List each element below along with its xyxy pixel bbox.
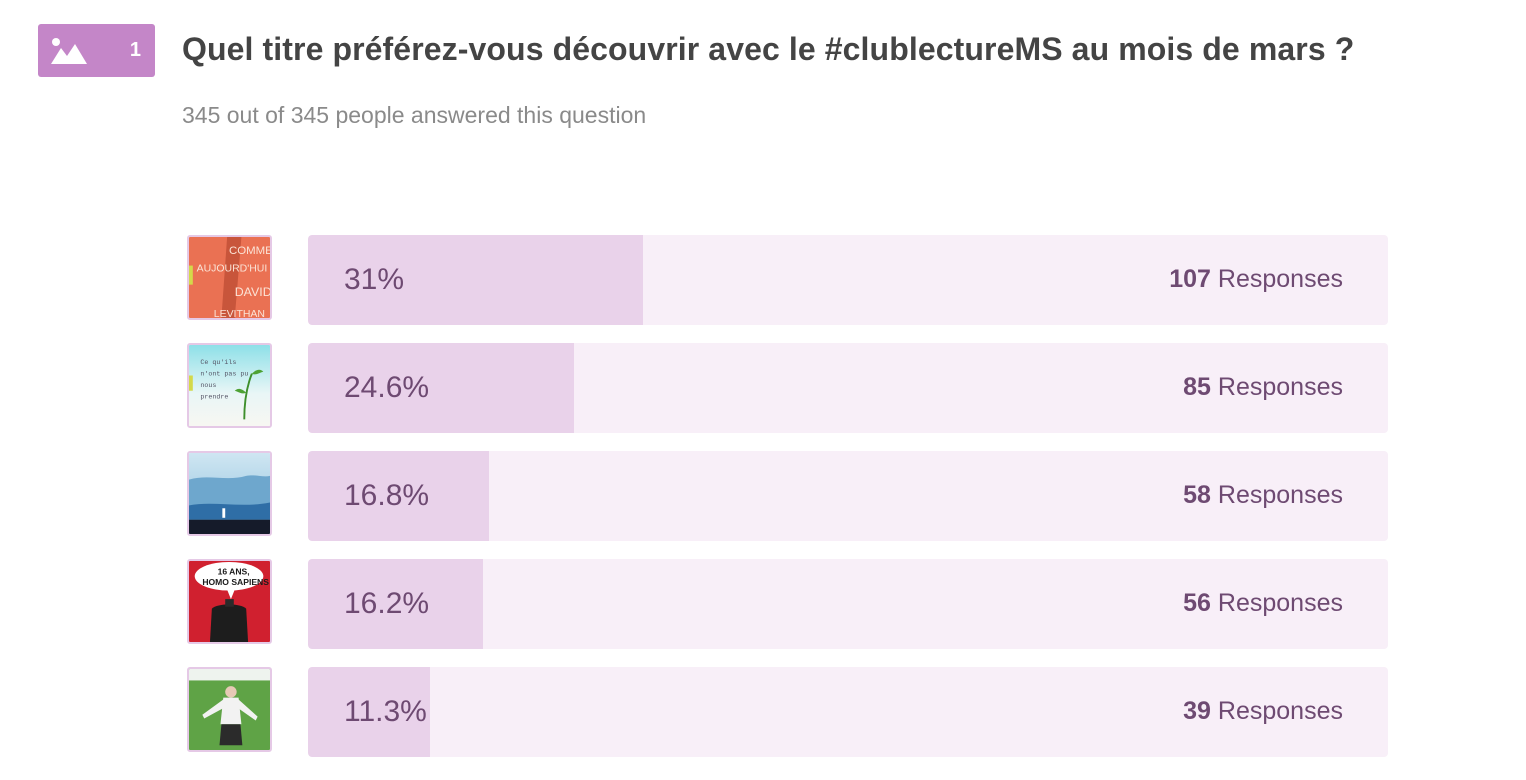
cover-2-line-3: nous xyxy=(200,382,216,390)
result-bar-track-2: 24.6% 85 Responses xyxy=(308,343,1388,433)
result-bar-fill-4 xyxy=(308,559,483,649)
result-bar-track-5: 11.3% 39 Responses xyxy=(308,667,1388,757)
result-bar-fill-1 xyxy=(308,235,643,325)
result-responses-label-5: Responses xyxy=(1210,697,1343,725)
cover-2-line-2: n'ont pas pu xyxy=(200,370,248,378)
question-badge: 1 xyxy=(38,24,155,77)
result-bar-fill-3 xyxy=(308,451,490,541)
book-cover-thumbnail-1[interactable]: COMME AUJOURD'HUI DAVID LEVITHAN xyxy=(187,235,272,320)
result-row-2: Ce qu'ils n'ont pas pu nous prendre 24.6… xyxy=(187,343,1388,433)
question-title: Quel titre préférez-vous découvrir avec … xyxy=(182,31,1355,67)
cover-4-line-2: HOMO SAPIENS xyxy=(202,577,269,587)
cover-1-line-3: DAVID xyxy=(235,285,270,299)
cover-4-line-1: 16 ANS, xyxy=(218,566,250,576)
result-row-1: COMME AUJOURD'HUI DAVID LEVITHAN 31% 107… xyxy=(187,235,1388,325)
result-responses-label-4: Responses xyxy=(1210,589,1343,617)
result-bar-fill-2 xyxy=(308,343,574,433)
answer-summary: 345 out of 345 people answered this ques… xyxy=(182,102,647,128)
result-count-2: 85 xyxy=(1183,373,1211,401)
result-responses-label-2: Responses xyxy=(1210,373,1343,401)
cover-1-line-4: LEVITHAN xyxy=(214,309,265,318)
result-percent-5: 11.3% xyxy=(344,695,427,728)
result-percent-3: 16.8% xyxy=(344,479,430,512)
book-cover-ce-quils-nont-pas-pu-nous-prendre: Ce qu'ils n'ont pas pu nous prendre xyxy=(189,345,270,426)
book-cover-thumbnail-2[interactable]: Ce qu'ils n'ont pas pu nous prendre xyxy=(187,343,272,428)
result-responses-1: 107 Responses xyxy=(1169,265,1343,294)
result-responses-3: 58 Responses xyxy=(1183,481,1343,510)
book-cover-thumbnail-5[interactable] xyxy=(187,667,272,752)
result-count-3: 58 xyxy=(1183,481,1211,509)
book-cover-16-ans-homo-sapiens: 16 ANS, HOMO SAPIENS xyxy=(189,561,270,642)
result-bar-track-1: 31% 107 Responses xyxy=(308,235,1388,325)
result-percent-2: 24.6% xyxy=(344,371,430,404)
question-number: 1 xyxy=(129,39,141,61)
results-list: COMME AUJOURD'HUI DAVID LEVITHAN 31% 107… xyxy=(187,235,1388,775)
book-cover-thumbnail-3[interactable] xyxy=(187,451,272,536)
result-count-5: 39 xyxy=(1183,697,1211,725)
result-row-5: 11.3% 39 Responses xyxy=(187,667,1388,757)
result-row-3: 16.8% 58 Responses xyxy=(187,451,1388,541)
result-responses-4: 56 Responses xyxy=(1183,589,1343,618)
result-responses-2: 85 Responses xyxy=(1183,373,1343,402)
result-percent-4: 16.2% xyxy=(344,587,430,620)
book-cover-thumbnail-4[interactable]: 16 ANS, HOMO SAPIENS xyxy=(187,559,272,644)
result-count-4: 56 xyxy=(1183,589,1211,617)
image-icon xyxy=(51,37,87,64)
result-bar-track-4: 16.2% 56 Responses xyxy=(308,559,1388,649)
result-bar-fill-5 xyxy=(308,667,431,757)
cover-2-line-1: Ce qu'ils xyxy=(200,359,236,367)
book-cover-seascape xyxy=(189,453,270,534)
result-responses-5: 39 Responses xyxy=(1183,697,1343,726)
book-cover-green-field xyxy=(189,669,270,750)
result-responses-label-3: Responses xyxy=(1210,481,1343,509)
result-responses-label-1: Responses xyxy=(1210,265,1343,293)
cover-1-line-2: AUJOURD'HUI xyxy=(197,263,268,274)
result-percent-1: 31% xyxy=(344,263,405,296)
cover-2-line-4: prendre xyxy=(200,393,228,401)
book-cover-comme-aujourdhui: COMME AUJOURD'HUI DAVID LEVITHAN xyxy=(189,237,270,318)
cover-1-line-1: COMME xyxy=(229,245,270,257)
result-count-1: 107 xyxy=(1169,265,1211,293)
result-bar-track-3: 16.8% 58 Responses xyxy=(308,451,1388,541)
result-row-4: 16 ANS, HOMO SAPIENS 16.2% 56 Responses xyxy=(187,559,1388,649)
